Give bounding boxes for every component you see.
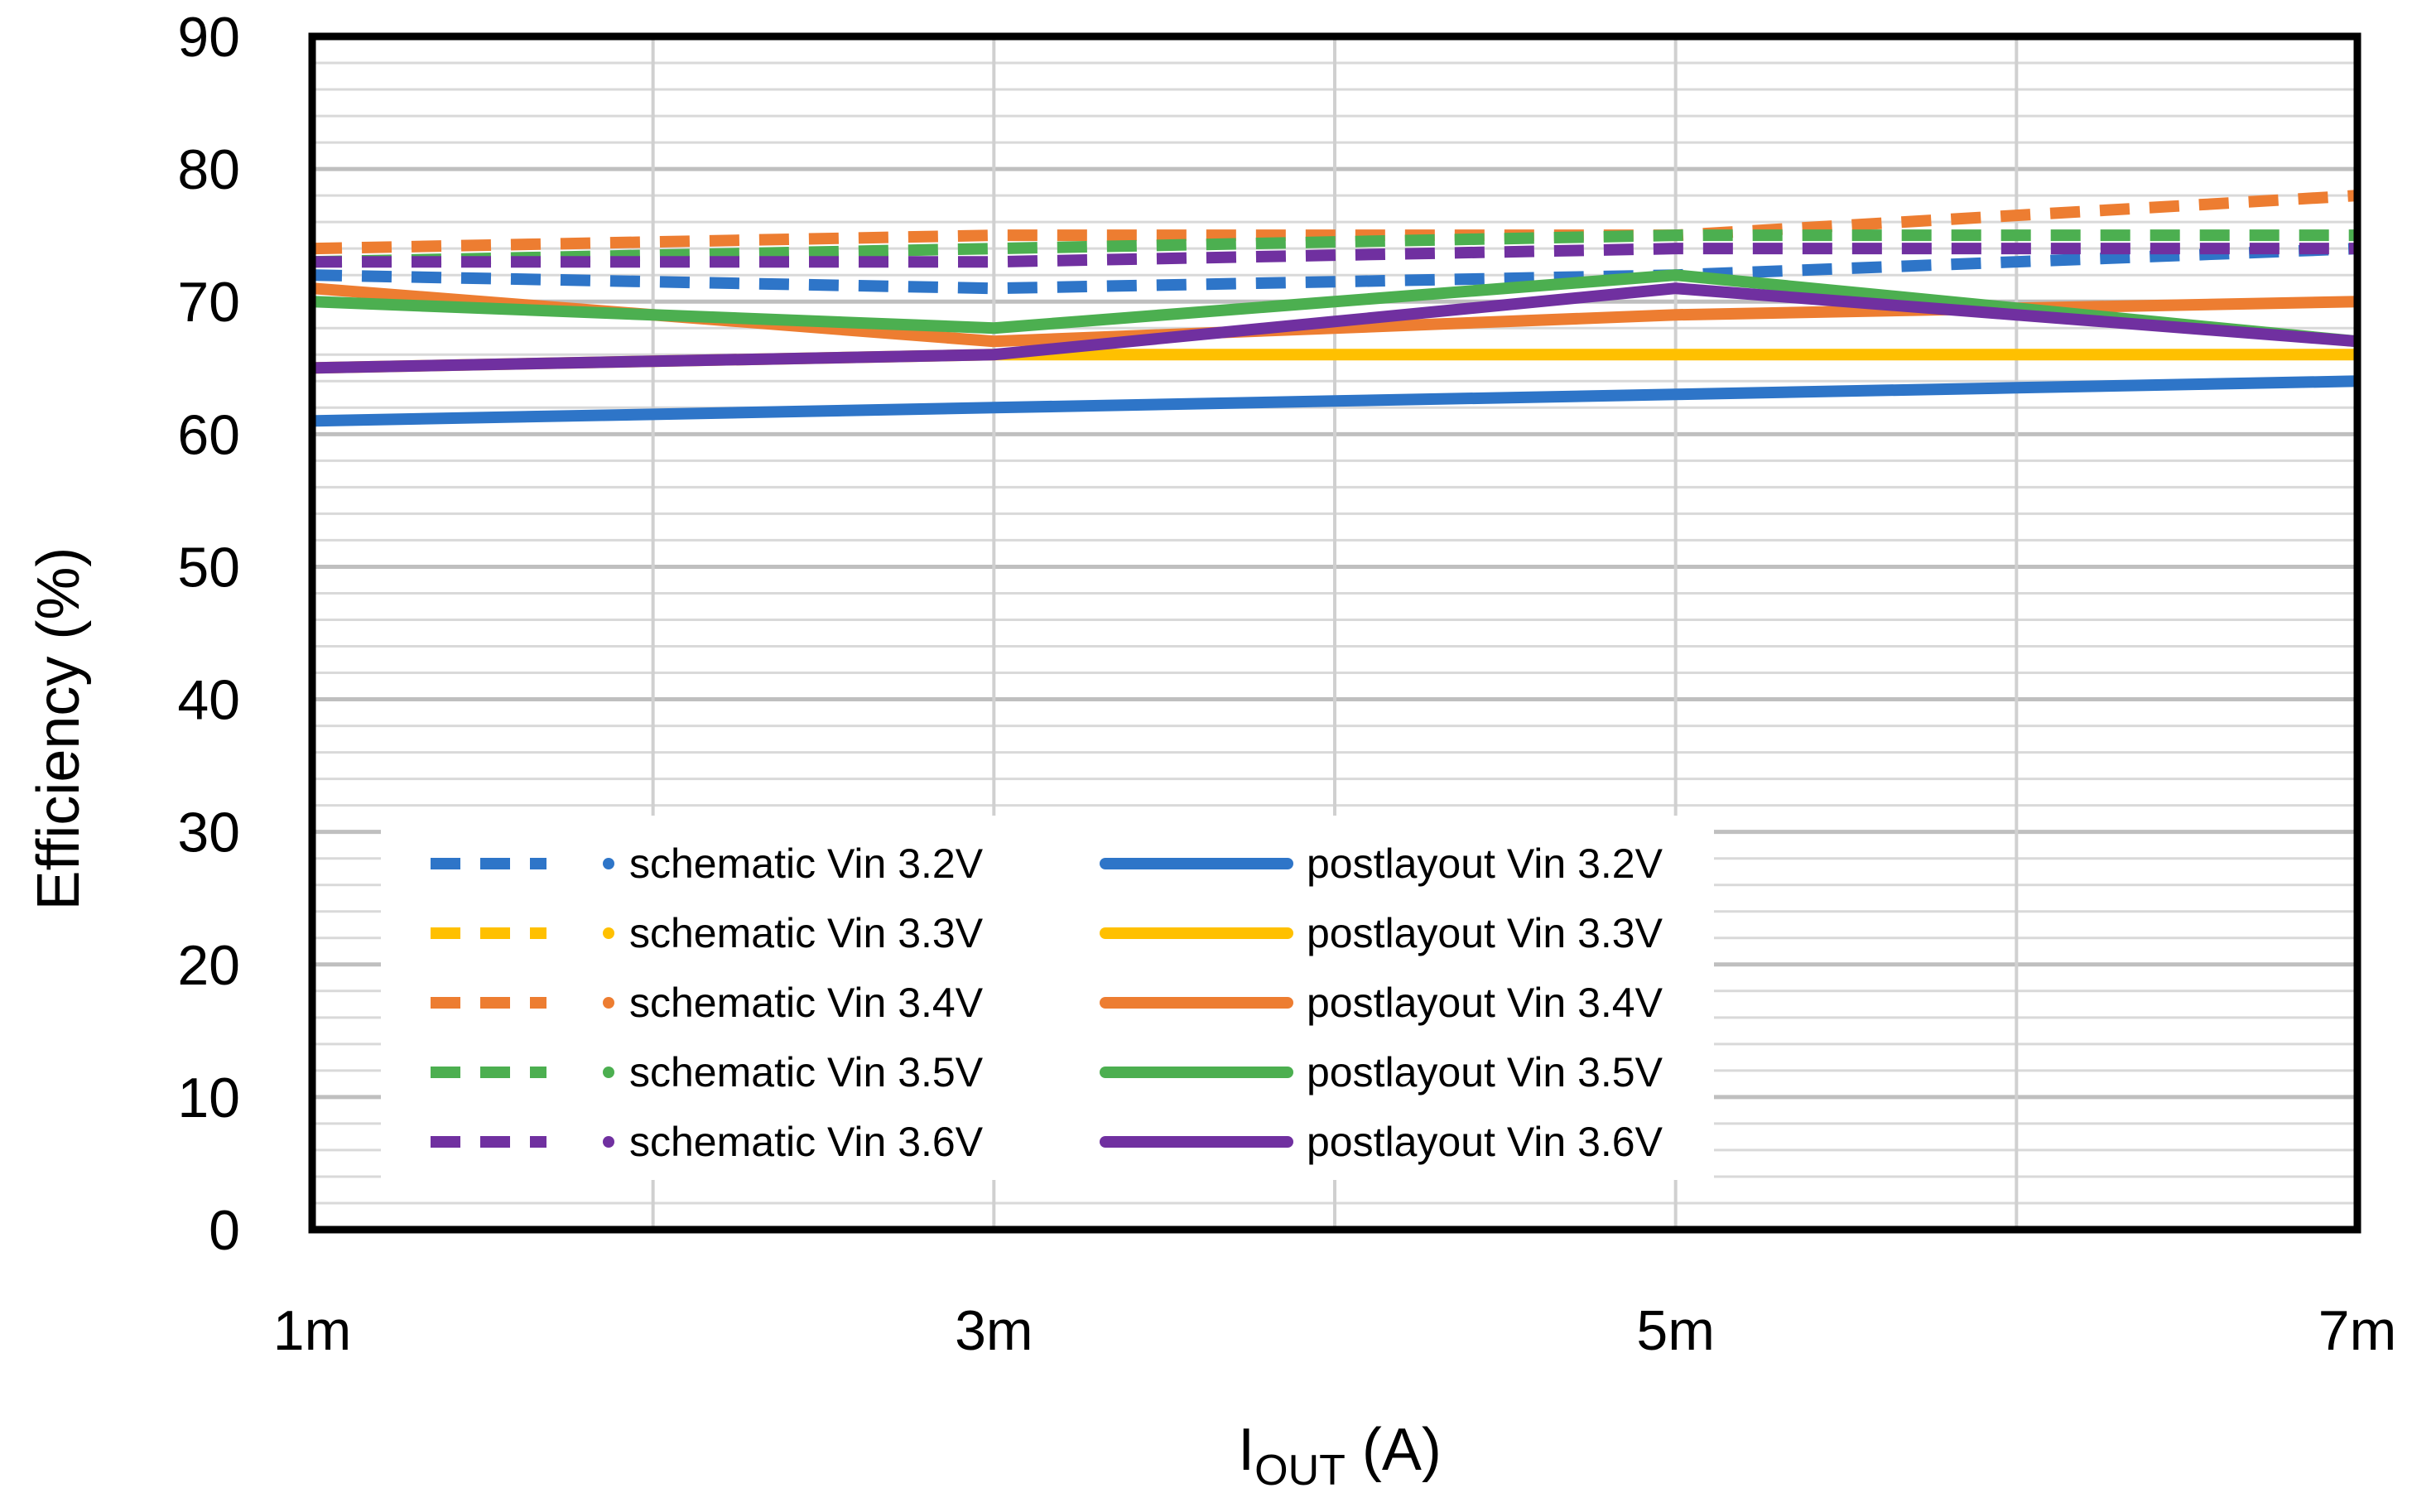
legend-label-postlayout-vin-3-5v: postlayout Vin 3.5V bbox=[1307, 1049, 1663, 1095]
series-line-schematic-vin-3-4v bbox=[311, 190, 2358, 255]
legend-label-postlayout-vin-3-6v: postlayout Vin 3.6V bbox=[1307, 1119, 1663, 1165]
y-tick-label: 0 bbox=[209, 1199, 240, 1262]
legend-label-postlayout-vin-3-2v: postlayout Vin 3.2V bbox=[1307, 840, 1663, 887]
x-axis-title-main: I bbox=[1238, 1417, 1254, 1483]
series-line-schematic-vin-3-2v bbox=[311, 243, 2358, 295]
y-tick-label: 50 bbox=[177, 536, 240, 599]
legend-label-schematic-vin-3-5v: schematic Vin 3.5V bbox=[629, 1049, 984, 1095]
legend-label-postlayout-vin-3-4v: postlayout Vin 3.4V bbox=[1307, 980, 1663, 1026]
series-line-schematic-vin-3-5v bbox=[311, 229, 2357, 268]
legend-label-postlayout-vin-3-3v: postlayout Vin 3.3V bbox=[1307, 910, 1663, 956]
legend-label-schematic-vin-3-6v: schematic Vin 3.6V bbox=[629, 1119, 984, 1165]
x-axis-title-unit: (A) bbox=[1346, 1417, 1442, 1483]
y-tick-label: 10 bbox=[177, 1067, 240, 1129]
legend: schematic Vin 3.2V schematic Vin 3.3V sche… bbox=[381, 816, 1714, 1180]
legend-box bbox=[381, 816, 1714, 1180]
x-axis-title: IOUT (A) bbox=[1238, 1417, 1442, 1495]
series-layer bbox=[311, 190, 2358, 427]
series-line-postlayout-vin-3-6v bbox=[311, 282, 2358, 374]
x-tick-label: 5m bbox=[1636, 1299, 1714, 1362]
x-tick-label: 1m bbox=[273, 1299, 351, 1362]
legend-dot-schematic-vin-3-6v bbox=[603, 1136, 614, 1148]
legend-label-schematic-vin-3-3v: schematic Vin 3.3V bbox=[629, 910, 984, 956]
legend-label-schematic-vin-3-2v: schematic Vin 3.2V bbox=[629, 840, 984, 887]
series-line-postlayout-vin-3-2v bbox=[311, 375, 2358, 427]
y-tick-label: 20 bbox=[177, 934, 240, 997]
series-line-postlayout-vin-3-5v bbox=[311, 269, 2358, 348]
y-tick-label: 70 bbox=[177, 271, 240, 334]
x-tick-label: 7m bbox=[2318, 1299, 2396, 1362]
x-tick-label: 3m bbox=[955, 1299, 1033, 1362]
y-axis-title: Efficiency (%) bbox=[26, 547, 92, 911]
y-tick-label: 60 bbox=[177, 403, 240, 466]
y-tick-label: 30 bbox=[177, 802, 240, 864]
y-tick-labels: 0 10 20 30 40 50 60 70 80 90 bbox=[177, 6, 240, 1262]
legend-dot-schematic-vin-3-5v bbox=[603, 1067, 614, 1078]
x-axis-title-sub: OUT bbox=[1254, 1447, 1346, 1495]
legend-label-schematic-vin-3-4v: schematic Vin 3.4V bbox=[629, 980, 984, 1026]
legend-dot-schematic-vin-3-2v bbox=[603, 858, 614, 869]
y-tick-label: 40 bbox=[177, 669, 240, 732]
legend-dot-schematic-vin-3-3v bbox=[603, 927, 614, 939]
plot-frame bbox=[308, 32, 2361, 1234]
y-tick-label: 90 bbox=[177, 6, 240, 69]
x-tick-labels: 1m 3m 5m 7m bbox=[273, 1299, 2396, 1362]
legend-dot-schematic-vin-3-4v bbox=[603, 997, 614, 1009]
series-line-schematic-vin-3-6v bbox=[312, 243, 2357, 268]
y-tick-label: 80 bbox=[177, 138, 240, 201]
